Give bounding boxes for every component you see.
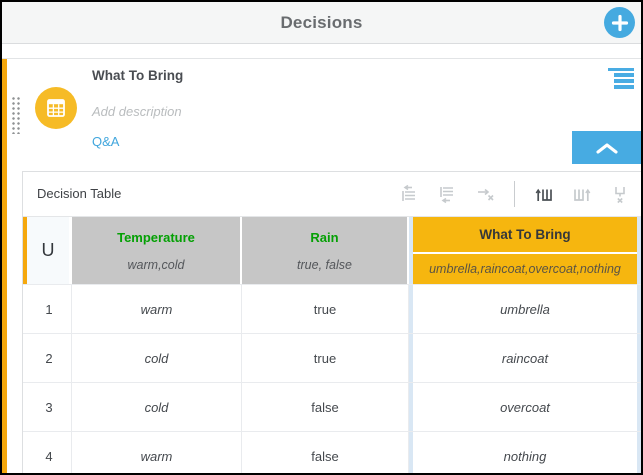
drag-handle[interactable] bbox=[11, 96, 21, 134]
panel-header: Decision Table bbox=[23, 172, 641, 217]
condition-cell[interactable]: cold bbox=[72, 334, 242, 382]
hit-policy-cell[interactable]: U bbox=[23, 217, 72, 284]
card-menu-icon[interactable] bbox=[607, 68, 634, 89]
insert-row-below-icon[interactable] bbox=[436, 183, 458, 205]
decision-table-panel: Decision Table bbox=[22, 171, 641, 473]
condition-cell[interactable]: warm bbox=[72, 285, 242, 333]
condition-cell[interactable]: false bbox=[242, 383, 409, 431]
input-allowed-values: warm,cold bbox=[127, 257, 185, 272]
insert-column-left-icon[interactable] bbox=[533, 183, 555, 205]
toolbar-divider bbox=[514, 181, 515, 207]
input-column-header-rain[interactable]: Rain true, false bbox=[242, 217, 409, 284]
add-decision-button[interactable] bbox=[604, 7, 635, 38]
qa-link[interactable]: Q&A bbox=[92, 134, 120, 149]
page-title: Decisions bbox=[280, 13, 363, 32]
input-label: Rain bbox=[310, 229, 339, 245]
titlebar: Decisions bbox=[2, 2, 641, 44]
delete-column-icon[interactable] bbox=[609, 183, 631, 205]
panel-title: Decision Table bbox=[37, 186, 122, 201]
plus-icon bbox=[611, 14, 629, 32]
output-column-header: What To Bring umbrella,raincoat,overcoat… bbox=[409, 217, 641, 284]
delete-row-icon[interactable] bbox=[474, 183, 496, 205]
input-label: Temperature bbox=[117, 229, 195, 245]
table-header-row: U Temperature warm,cold Rain true, false… bbox=[23, 217, 641, 284]
table-row: 2 cold true raincoat bbox=[23, 333, 641, 382]
output-cell[interactable]: raincoat bbox=[409, 334, 641, 382]
decision-table-badge bbox=[35, 87, 77, 129]
decision-table: U Temperature warm,cold Rain true, false… bbox=[23, 217, 641, 473]
decision-card: What To Bring Add description Q&A Decisi… bbox=[2, 58, 641, 473]
table-row: 3 cold false overcoat bbox=[23, 382, 641, 431]
condition-cell[interactable]: true bbox=[242, 285, 409, 333]
condition-cell[interactable]: true bbox=[242, 334, 409, 382]
condition-cell[interactable]: false bbox=[242, 432, 409, 473]
table-icon bbox=[44, 96, 68, 120]
collapse-button[interactable] bbox=[572, 131, 641, 164]
row-number: 1 bbox=[23, 285, 72, 333]
condition-cell[interactable]: warm bbox=[72, 432, 242, 473]
output-cell[interactable]: overcoat bbox=[409, 383, 641, 431]
output-cell[interactable]: nothing bbox=[409, 432, 641, 473]
output-cell[interactable]: umbrella bbox=[409, 285, 641, 333]
output-allowed-values[interactable]: umbrella,raincoat,overcoat,nothing bbox=[413, 254, 637, 284]
table-toolbar bbox=[398, 172, 631, 216]
accent-strip bbox=[2, 59, 7, 473]
insert-row-above-icon[interactable] bbox=[398, 183, 420, 205]
condition-cell[interactable]: cold bbox=[72, 383, 242, 431]
input-allowed-values: true, false bbox=[297, 257, 352, 272]
row-number: 2 bbox=[23, 334, 72, 382]
table-row: 1 warm true umbrella bbox=[23, 284, 641, 333]
chevron-up-icon bbox=[594, 141, 620, 155]
output-label[interactable]: What To Bring bbox=[413, 217, 637, 254]
row-number: 3 bbox=[23, 383, 72, 431]
row-number: 4 bbox=[23, 432, 72, 473]
input-column-header-temperature[interactable]: Temperature warm,cold bbox=[72, 217, 242, 284]
insert-column-right-icon[interactable] bbox=[571, 183, 593, 205]
decision-name[interactable]: What To Bring bbox=[92, 68, 184, 83]
table-row: 4 warm false nothing bbox=[23, 431, 641, 473]
description-placeholder[interactable]: Add description bbox=[92, 104, 182, 119]
